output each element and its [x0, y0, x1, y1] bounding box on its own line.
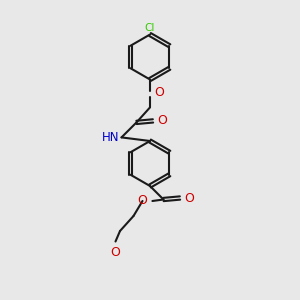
Text: O: O	[137, 194, 147, 208]
Text: O: O	[157, 114, 167, 128]
Text: Cl: Cl	[145, 23, 155, 33]
Text: HN: HN	[102, 131, 119, 144]
Text: O: O	[154, 86, 164, 99]
Text: O: O	[111, 246, 120, 259]
Text: O: O	[184, 191, 194, 205]
